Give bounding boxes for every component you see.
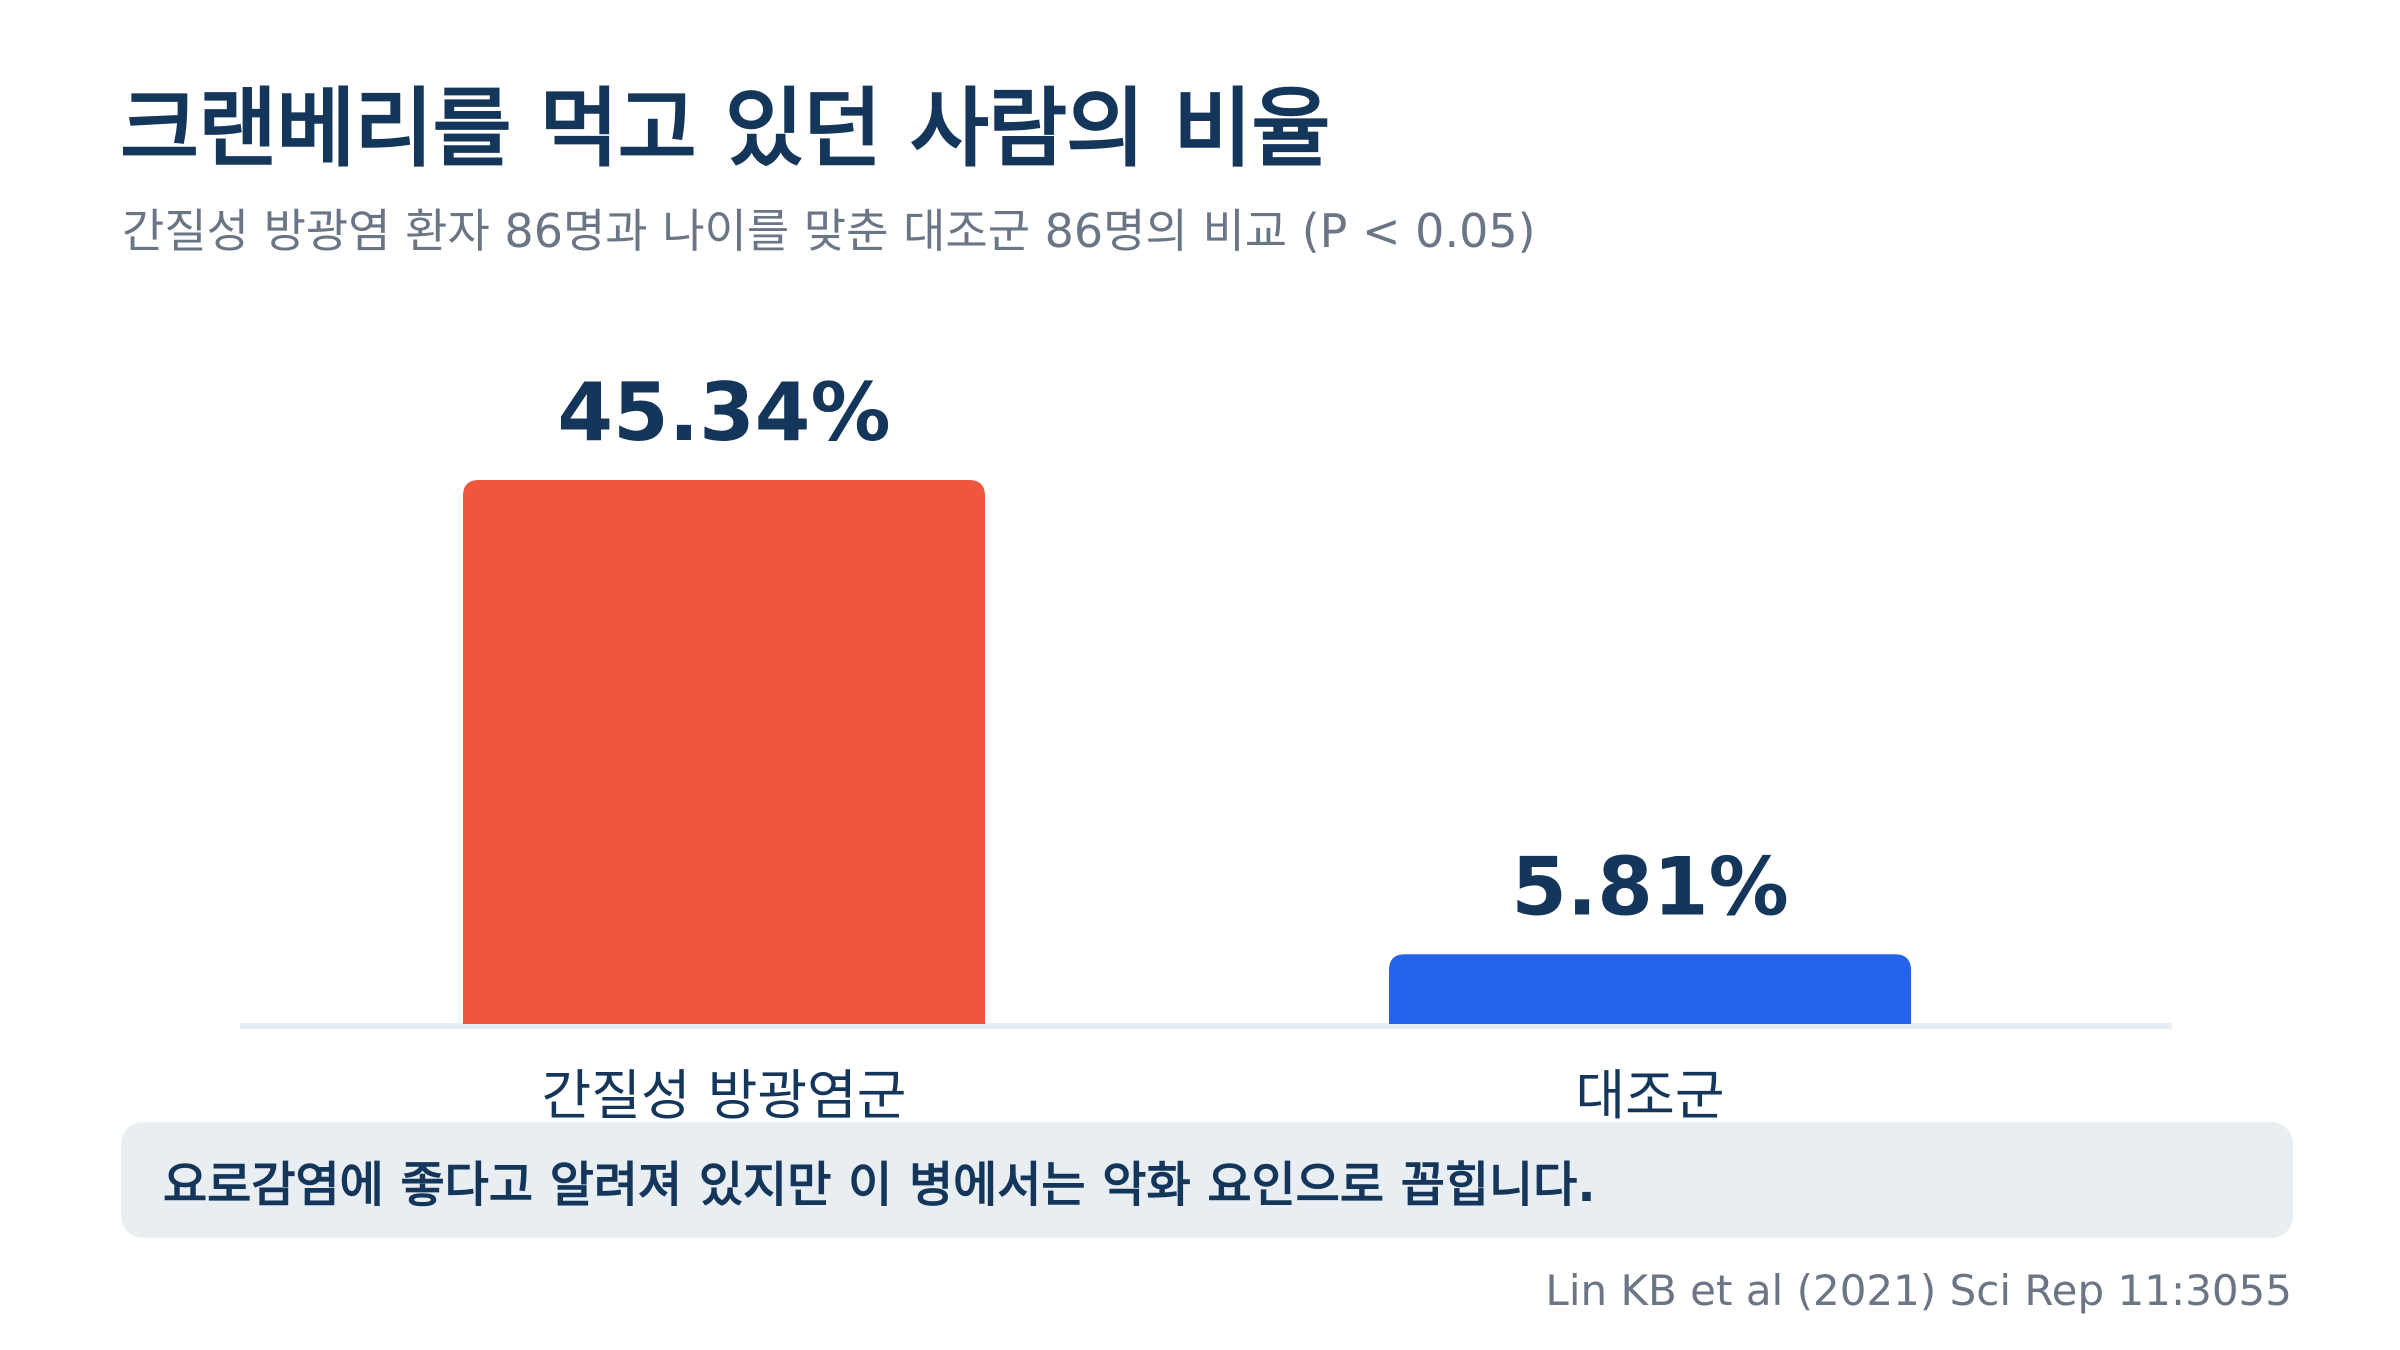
value-label: 45.34% — [557, 366, 890, 459]
category-label: 대조군 — [1575, 1064, 1724, 1127]
bar-control — [1389, 954, 1911, 1024]
value-label: 5.81% — [1511, 840, 1789, 933]
category-label: 간질성 방광염군 — [542, 1064, 907, 1127]
bar-patient — [463, 480, 985, 1024]
chart-subtitle: 간질성 방광염 환자 86명과 나이를 맞춘 대조군 86명의 비교 (P < … — [122, 204, 1536, 258]
chart-title: 크랜베리를 먹고 있던 사람의 비율 — [120, 79, 1330, 179]
source-citation: Lin KB et al (2021) Sci Rep 11:3055 — [1545, 1266, 2292, 1315]
note-box: 요로감염에 좋다고 알려져 있지만 이 병에서는 악화 요인으로 꼽힙니다. — [121, 1122, 2293, 1238]
note-text: 요로감염에 좋다고 알려져 있지만 이 병에서는 악화 요인으로 꼽힙니다. — [163, 1157, 1596, 1213]
